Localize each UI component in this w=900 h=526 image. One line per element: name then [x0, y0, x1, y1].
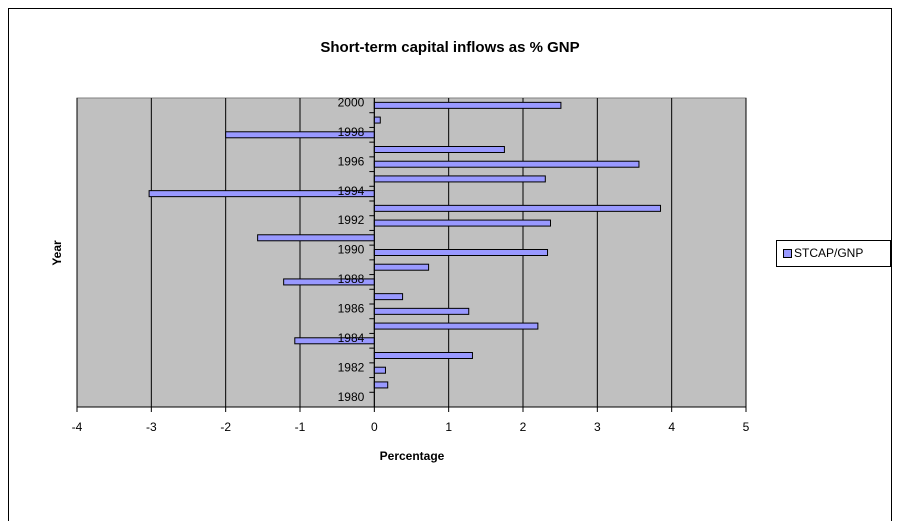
y-tick-label: 2000: [338, 96, 365, 110]
y-tick-label: 1996: [338, 154, 365, 168]
y-tick-label: 1986: [338, 302, 365, 316]
bar: [373, 263, 430, 271]
bar: [373, 366, 386, 374]
bar: [373, 293, 404, 301]
legend-box: [776, 240, 891, 267]
bar: [257, 234, 375, 242]
bar: [373, 322, 539, 330]
y-tick-label: 1980: [338, 390, 365, 404]
y-tick-label: 1990: [338, 243, 365, 257]
x-tick-label: -4: [72, 420, 83, 434]
bar: [373, 204, 662, 212]
bar: [373, 116, 381, 124]
x-tick-label: 3: [594, 420, 601, 434]
x-axis-title: Percentage: [380, 449, 445, 463]
x-tick-label: 0: [371, 420, 378, 434]
x-tick-label: 2: [520, 420, 527, 434]
y-tick-label: 1992: [338, 213, 365, 227]
bar: [373, 146, 505, 153]
bar: [373, 160, 640, 168]
x-tick-label: -3: [146, 420, 157, 434]
bar: [373, 219, 552, 227]
y-tick-label: 1982: [338, 360, 365, 374]
bar: [373, 307, 470, 315]
legend: [776, 240, 891, 267]
x-tick-label: -2: [220, 420, 231, 434]
x-tick-label: 5: [743, 420, 750, 434]
y-tick-label: 1998: [338, 125, 365, 139]
x-tick-label: 4: [668, 420, 675, 434]
x-tick-label: -1: [295, 420, 306, 434]
bar: [373, 101, 562, 109]
bar: [373, 352, 473, 359]
bar: [373, 381, 389, 389]
y-tick-label: 1988: [338, 272, 365, 286]
bar: [373, 249, 549, 256]
y-tick-label: 1994: [338, 184, 365, 198]
legend-swatch: [783, 249, 792, 258]
bar: [373, 175, 546, 183]
chart-title: Short-term capital inflows as % GNP: [320, 39, 579, 56]
y-axis-title: Year: [50, 240, 64, 266]
y-tick-label: 1984: [338, 331, 365, 345]
x-tick-label: 1: [445, 420, 452, 434]
legend-label: STCAP/GNP: [794, 246, 863, 260]
